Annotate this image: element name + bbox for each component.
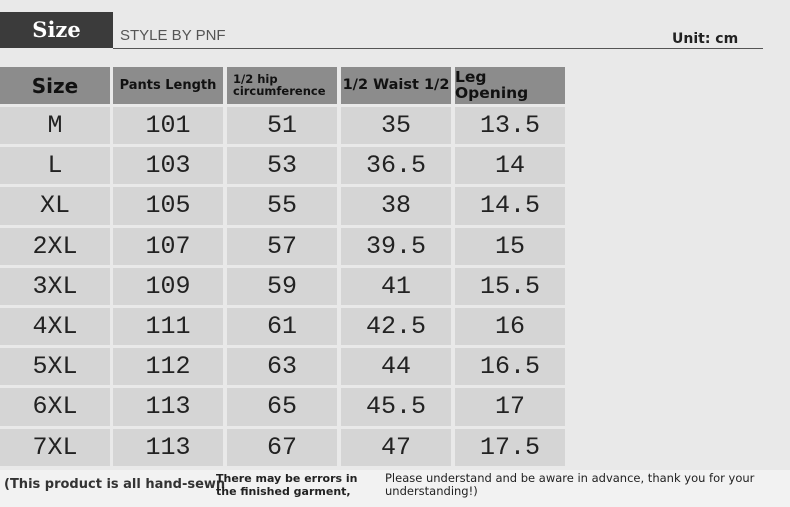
table-cell: 112 bbox=[113, 348, 223, 386]
column-header: Leg Opening bbox=[455, 67, 565, 104]
table-cell: 14 bbox=[455, 147, 565, 185]
table-cell: 101 bbox=[113, 107, 223, 145]
table-cell: 2XL bbox=[0, 227, 110, 265]
table-cell: L bbox=[0, 147, 110, 185]
table-cell: 35 bbox=[341, 107, 451, 145]
table-cell: XL bbox=[0, 187, 110, 225]
table-cell: 14.5 bbox=[455, 187, 565, 225]
table-cell: 6XL bbox=[0, 388, 110, 426]
table-cell: 42.5 bbox=[341, 308, 451, 346]
table-cell: 111 bbox=[113, 308, 223, 346]
table-cell: 107 bbox=[113, 227, 223, 265]
table-cell: 5XL bbox=[0, 348, 110, 386]
table-cell: 65 bbox=[227, 388, 337, 426]
table-cell: 47 bbox=[341, 428, 451, 466]
table-cell: 53 bbox=[227, 147, 337, 185]
table-cell: 4XL bbox=[0, 308, 110, 346]
table-cell: 17.5 bbox=[455, 428, 565, 466]
footer-note: There may be errors in the finished garm… bbox=[216, 472, 358, 498]
footer-note: Please understand and be aware in advanc… bbox=[385, 471, 755, 498]
table-cell: 44 bbox=[341, 348, 451, 386]
brand-text: STYLE BY PNF bbox=[120, 27, 226, 44]
table-cell: 36.5 bbox=[341, 147, 451, 185]
table-cell: 15 bbox=[455, 227, 565, 265]
column-header: 1/2 Waist 1/2 bbox=[341, 67, 451, 104]
table-cell: 59 bbox=[227, 267, 337, 305]
table-cell: 16 bbox=[455, 308, 565, 346]
table-cell: 61 bbox=[227, 308, 337, 346]
table-cell: 17 bbox=[455, 388, 565, 426]
footer: (This product is all hand-sewn There may… bbox=[0, 470, 790, 507]
footer-note: (This product is all hand-sewn bbox=[4, 477, 226, 492]
header-rule bbox=[113, 48, 763, 49]
column-header: Pants Length bbox=[113, 67, 223, 104]
table-cell: 45.5 bbox=[341, 388, 451, 426]
table-cell: 7XL bbox=[0, 428, 110, 466]
table-cell: 67 bbox=[227, 428, 337, 466]
table-cell: 38 bbox=[341, 187, 451, 225]
unit-label: Unit: cm bbox=[672, 31, 739, 47]
table-cell: 16.5 bbox=[455, 348, 565, 386]
table-cell: 13.5 bbox=[455, 107, 565, 145]
table-cell: 3XL bbox=[0, 267, 110, 305]
table-cell: 109 bbox=[113, 267, 223, 305]
table-cell: M bbox=[0, 107, 110, 145]
table-cell: 39.5 bbox=[341, 227, 451, 265]
table-cell: 105 bbox=[113, 187, 223, 225]
table-cell: 113 bbox=[113, 388, 223, 426]
table-cell: 63 bbox=[227, 348, 337, 386]
table-cell: 51 bbox=[227, 107, 337, 145]
table-cell: 41 bbox=[341, 267, 451, 305]
table-cell: 57 bbox=[227, 227, 337, 265]
table-cell: 103 bbox=[113, 147, 223, 185]
table-cell: 55 bbox=[227, 187, 337, 225]
column-header: 1/2 hip circumference bbox=[227, 67, 337, 104]
column-header: Size bbox=[0, 67, 110, 104]
table-cell: 15.5 bbox=[455, 267, 565, 305]
size-badge: Size bbox=[0, 12, 113, 48]
table-cell: 113 bbox=[113, 428, 223, 466]
